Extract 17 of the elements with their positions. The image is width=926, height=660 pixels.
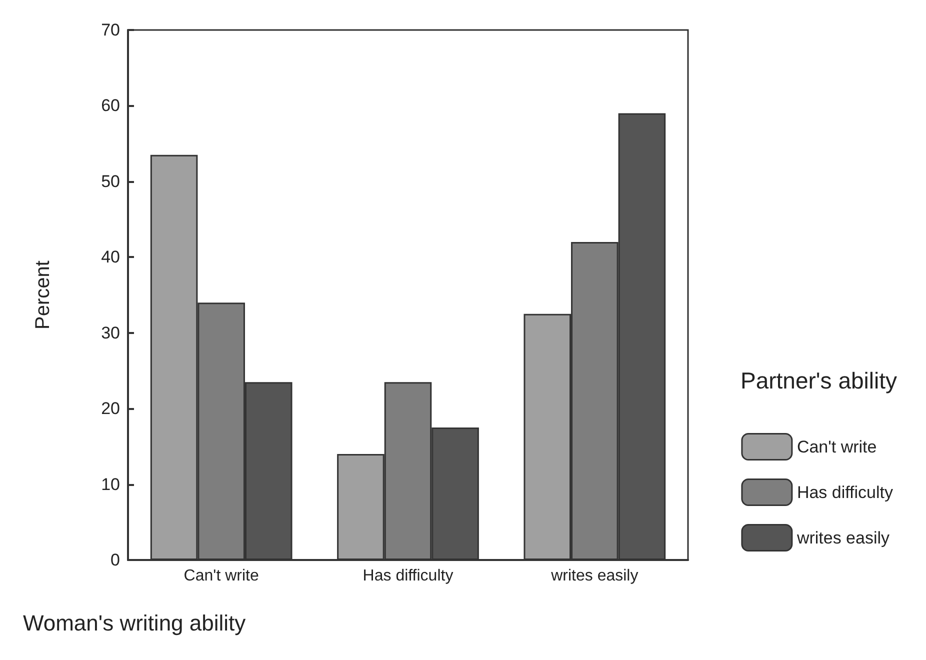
y-tick-label: 70 bbox=[101, 20, 120, 40]
y-tick-label: 40 bbox=[101, 248, 120, 267]
x-tick-label: Has difficulty bbox=[362, 568, 454, 584]
legend-label: Has difficulty bbox=[796, 482, 894, 502]
legend-label: writes easily bbox=[796, 528, 890, 548]
x-tick-label: Can't write bbox=[184, 568, 259, 584]
x-tick-label: writes easily bbox=[550, 568, 638, 584]
x-axis-title: Woman's writing ability bbox=[23, 610, 246, 636]
y-tick-label: 30 bbox=[101, 323, 120, 342]
y-tick-label: 50 bbox=[101, 172, 120, 191]
y-tick-label: 60 bbox=[101, 96, 120, 116]
legend-title: Partner's ability bbox=[740, 368, 898, 394]
y-tick-label: 10 bbox=[101, 474, 120, 494]
y-axis-title: Percent bbox=[32, 260, 54, 330]
legend-label: Can't write bbox=[796, 437, 877, 456]
y-tick-label: 20 bbox=[101, 399, 120, 418]
y-tick-label: 0 bbox=[110, 550, 120, 570]
